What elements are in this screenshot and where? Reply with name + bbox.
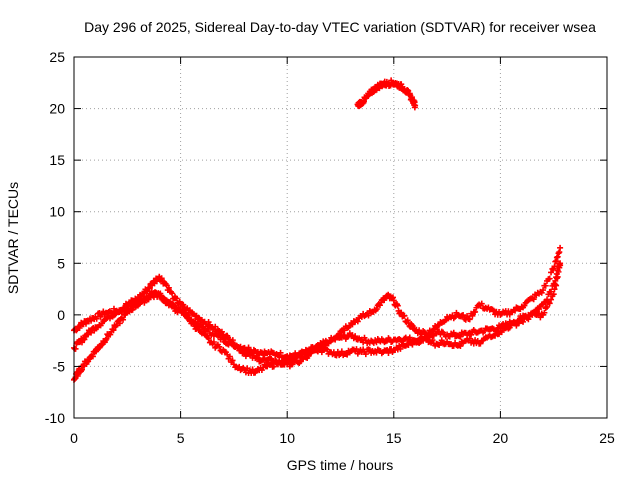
data-point [88,329,95,336]
data-point [129,306,136,313]
data-point [548,296,555,303]
data-point [412,102,419,109]
data-point [460,311,467,318]
y-tick-label: 5 [57,255,65,271]
data-point [466,316,473,323]
data-point [229,337,236,344]
data-point [546,300,553,307]
data-point [397,345,404,352]
data-point [290,356,297,363]
grid-lines [74,57,607,418]
data-point [235,344,242,351]
data-point [530,296,537,303]
x-tick-label: 5 [177,430,185,446]
data-point [113,322,120,329]
data-point [541,309,548,316]
data-point [170,302,177,309]
x-tick-label: 15 [386,430,402,446]
data-point [226,353,233,360]
data-point [468,331,475,338]
data-point [557,262,564,269]
data-point [438,337,445,344]
data-point [280,360,287,367]
data-point [276,358,283,365]
y-tick-label: -5 [53,358,66,374]
chart-title: Day 296 of 2025, Sidereal Day-to-day VTE… [84,19,596,35]
data-point [160,294,167,301]
y-tick-label: 15 [49,152,65,168]
data-points [71,77,564,383]
data-point [498,329,505,336]
data-point [245,344,252,351]
data-point [277,349,284,356]
data-point [472,308,479,315]
data-point [557,244,564,251]
x-tick-label: 20 [493,430,509,446]
data-point [550,291,557,298]
data-point [107,331,114,338]
data-point [93,315,100,322]
y-tick-label: 10 [49,204,65,220]
y-tick-label: 20 [49,101,65,117]
axis-ticks: 0 5 10 15 20 25 -10 -5 0 5 10 15 20 25 [45,49,615,446]
data-point [554,273,561,280]
data-point [542,282,549,289]
data-point [362,351,369,358]
data-point [180,301,187,308]
data-point [298,353,305,360]
data-point [165,284,172,291]
x-tick-label: 0 [70,430,78,446]
y-tick-label: 25 [49,49,65,65]
data-point [469,312,476,319]
data-point [249,366,256,373]
data-point [544,303,551,310]
data-point [546,275,553,282]
data-point [91,327,98,334]
data-point [398,309,405,316]
data-point [254,354,261,361]
data-point [352,333,359,340]
data-point [109,326,116,333]
x-tick-label: 10 [279,430,295,446]
x-axis-label: GPS time / hours [287,457,394,473]
data-point [457,343,464,350]
data-point [385,349,392,356]
data-point [116,320,123,327]
data-point [365,312,372,319]
data-point [478,300,485,307]
data-point [401,312,408,319]
y-tick-label: -10 [45,410,65,426]
data-point [169,290,176,297]
data-point [540,287,547,294]
data-point [404,317,411,324]
data-point [354,318,361,325]
data-point [268,360,275,367]
data-point [394,302,401,309]
data-point [216,343,223,350]
data-point [229,357,236,364]
data-point [373,306,380,313]
data-point [240,349,247,356]
data-point [210,338,217,345]
data-point [120,316,127,323]
y-tick-label: 0 [57,307,65,323]
data-point [270,363,277,370]
data-point [548,269,555,276]
y-axis-label: SDTVAR / TECUs [5,182,21,294]
data-point [520,318,527,325]
data-point [450,329,457,336]
x-tick-label: 25 [599,430,615,446]
data-point [84,331,91,338]
plot-frame [73,56,608,419]
data-point [286,357,293,364]
data-point [429,337,436,344]
data-point [110,327,117,334]
data-point [205,335,212,342]
data-point [553,282,560,289]
